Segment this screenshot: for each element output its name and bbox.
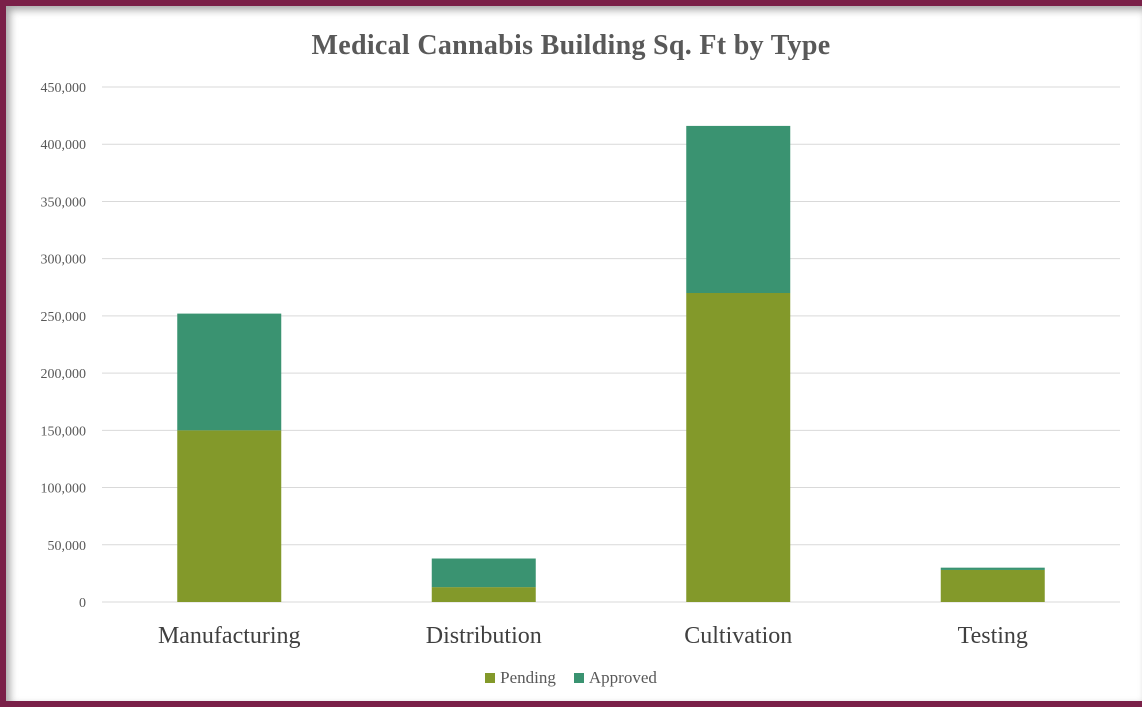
- y-tick-label: 250,000: [41, 310, 87, 325]
- y-tick-label: 150,000: [41, 424, 87, 439]
- y-tick-label: 350,000: [41, 195, 87, 210]
- bar-approved-manufacturing: [177, 313, 282, 431]
- bar-pending-manufacturing: [177, 430, 282, 602]
- x-tick-label: Testing: [958, 623, 1028, 649]
- legend: Pending Approved: [0, 668, 1142, 688]
- bar-pending-testing: [940, 569, 1045, 602]
- legend-item-pending: Pending: [485, 668, 556, 688]
- legend-item-approved: Approved: [573, 668, 657, 688]
- bar-approved-cultivation: [686, 125, 791, 294]
- x-tick-label: Distribution: [426, 623, 542, 649]
- chart-title: Medical Cannabis Building Sq. Ft by Type: [311, 30, 831, 61]
- y-tick-label: 450,000: [41, 81, 87, 96]
- bar-pending-cultivation: [686, 293, 791, 602]
- bar-pending-distribution: [431, 587, 536, 602]
- bar-approved-distribution: [431, 558, 536, 588]
- y-tick-label: 200,000: [41, 367, 87, 382]
- legend-label-approved: Approved: [588, 668, 657, 687]
- legend-swatch-approved: [573, 673, 584, 683]
- y-tick-label: 400,000: [41, 138, 87, 153]
- legend-label-pending: Pending: [500, 668, 556, 687]
- bar-approved-testing: [940, 567, 1045, 570]
- y-tick-label: 50,000: [48, 539, 87, 554]
- y-tick-label: 100,000: [41, 482, 87, 497]
- x-tick-label: Cultivation: [684, 623, 792, 649]
- legend-swatch-pending: [485, 673, 496, 683]
- x-tick-label: Manufacturing: [158, 623, 301, 649]
- y-tick-label: 300,000: [41, 253, 87, 268]
- y-tick-label: 0: [79, 596, 86, 611]
